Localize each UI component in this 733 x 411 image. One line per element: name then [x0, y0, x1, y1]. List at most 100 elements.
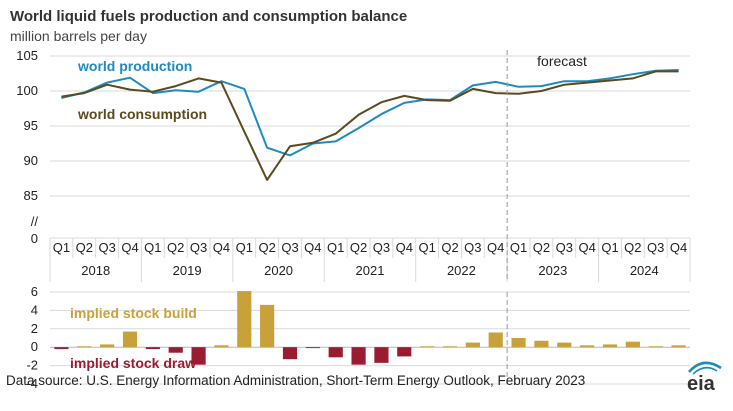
forecast-label: forecast: [537, 53, 587, 69]
quarter-label: Q1: [53, 240, 70, 255]
stock-draw-bar: [305, 347, 320, 349]
stock-build-bar: [260, 304, 275, 348]
bottom-y-tick-label: 6: [31, 284, 38, 299]
stock-build-bar: [122, 331, 138, 348]
quarter-label: Q3: [281, 240, 298, 255]
top-axis: [49, 237, 691, 282]
quarter-label: Q2: [533, 240, 550, 255]
bottom-y-tick-label: -2: [26, 358, 38, 373]
stock-build-bar: [214, 345, 229, 348]
quarter-label: Q2: [76, 240, 93, 255]
top-y-tick-label: 95: [24, 118, 38, 133]
stock-draw-bar: [397, 347, 412, 357]
stock-build-bar: [671, 345, 686, 348]
quarter-label: Q4: [670, 240, 687, 255]
eia-logo-text: eia: [687, 373, 716, 394]
quarter-label: Q2: [167, 240, 184, 255]
stock-build-bar: [420, 346, 435, 348]
bottom-annotation-labels: implied stock build implied stock draw: [70, 305, 197, 371]
stock-build-bar: [237, 291, 252, 348]
stock-build-bar: [488, 332, 503, 348]
consumption-line: [61, 70, 679, 181]
quarter-label: Q4: [213, 240, 230, 255]
source-note: Data source: U.S. Energy Information Adm…: [6, 373, 586, 388]
bottom-y-tick-labels: 6 4 2 0 -2 -4: [26, 284, 38, 391]
stock-build-bar: [602, 344, 618, 348]
quarter-label: Q1: [144, 240, 161, 255]
axis-break-mark: //: [31, 214, 39, 229]
top-y-tick-label: 90: [24, 153, 38, 168]
quarter-label: Q1: [601, 240, 618, 255]
quarter-label: Q3: [464, 240, 481, 255]
top-series-labels: world production world consumption: [77, 58, 207, 122]
quarter-label: Q3: [190, 240, 207, 255]
quarter-label: Q4: [487, 240, 504, 255]
stock-draw-bar: [168, 347, 183, 353]
quarter-label: Q4: [121, 240, 138, 255]
top-y-tick-label: 100: [16, 83, 38, 98]
stock-build-bar: [511, 338, 526, 348]
chart-subtitle: million barrels per day: [10, 28, 147, 44]
stock-build-bar: [442, 346, 458, 348]
stock-build-bar: [77, 346, 92, 348]
stock-build-label: implied stock build: [70, 305, 197, 321]
top-y-tick-labels: 105 100 95 90 85 // 0: [16, 48, 38, 246]
quarter-label: Q2: [350, 240, 367, 255]
quarter-label: Q4: [396, 240, 413, 255]
stock-build-bar: [557, 342, 572, 348]
stock-build-bar: [465, 342, 480, 348]
stock-draw-bar: [351, 347, 366, 365]
bottom-y-tick-label: 4: [31, 302, 38, 317]
x-axis-labels: Q1 Q2 Q3 Q4 Q1 Q2 Q3 Q4 Q1 Q2 Q3 Q4 Q1 Q2 Q3 Q4 Q1 Q2 Q3 Q4…: [53, 240, 687, 278]
top-y-tick-label: 85: [24, 188, 38, 203]
top-y-tick-label: 105: [16, 48, 38, 63]
stock-build-bar: [580, 345, 595, 348]
stock-draw-bar: [282, 347, 298, 360]
quarter-label: Q3: [556, 240, 573, 255]
year-label: 2024: [630, 263, 659, 278]
quarter-label: Q3: [98, 240, 115, 255]
quarter-label: Q3: [373, 240, 390, 255]
quarter-label: Q4: [304, 240, 321, 255]
top-gridlines: [50, 55, 690, 197]
bottom-gridlines: [50, 291, 690, 385]
quarter-label: Q1: [327, 240, 344, 255]
quarter-label: Q2: [624, 240, 641, 255]
bottom-y-tick-label: -4: [26, 376, 38, 391]
production-line: [61, 69, 679, 157]
stock-build-bar: [625, 341, 640, 348]
stock-change-bars: [54, 291, 686, 365]
top-series-lines: [61, 69, 679, 181]
bottom-y-tick-label: 2: [31, 321, 38, 336]
forecast-divider: forecast: [506, 50, 587, 384]
production-label: world production: [77, 58, 192, 74]
consumption-label: world consumption: [77, 106, 207, 122]
top-y-tick-label: 0: [31, 231, 38, 246]
quarter-label: Q1: [418, 240, 435, 255]
stock-draw-bar: [191, 347, 206, 365]
quarter-label: Q2: [441, 240, 458, 255]
stock-draw-bar: [374, 347, 389, 363]
year-label: 2019: [173, 263, 202, 278]
bottom-y-tick-label: 0: [31, 339, 38, 354]
stock-build-bar: [100, 344, 115, 348]
chart-title: World liquid fuels production and consum…: [10, 8, 408, 25]
year-label: 2022: [447, 263, 476, 278]
eia-logo-icon: eia: [687, 361, 722, 394]
year-label: 2021: [356, 263, 385, 278]
stock-draw-label: implied stock draw: [70, 355, 196, 371]
stock-build-bar: [648, 346, 663, 348]
quarter-label: Q1: [510, 240, 527, 255]
quarter-label: Q4: [578, 240, 595, 255]
year-label: 2020: [264, 263, 293, 278]
year-label: 2018: [81, 263, 110, 278]
year-label: 2023: [538, 263, 567, 278]
quarter-label: Q1: [236, 240, 253, 255]
stock-build-bar: [534, 340, 549, 348]
stock-draw-bar: [54, 347, 69, 350]
quarter-label: Q2: [258, 240, 275, 255]
quarter-label: Q3: [647, 240, 664, 255]
stock-draw-bar: [328, 347, 343, 358]
stock-draw-bar: [145, 347, 160, 350]
